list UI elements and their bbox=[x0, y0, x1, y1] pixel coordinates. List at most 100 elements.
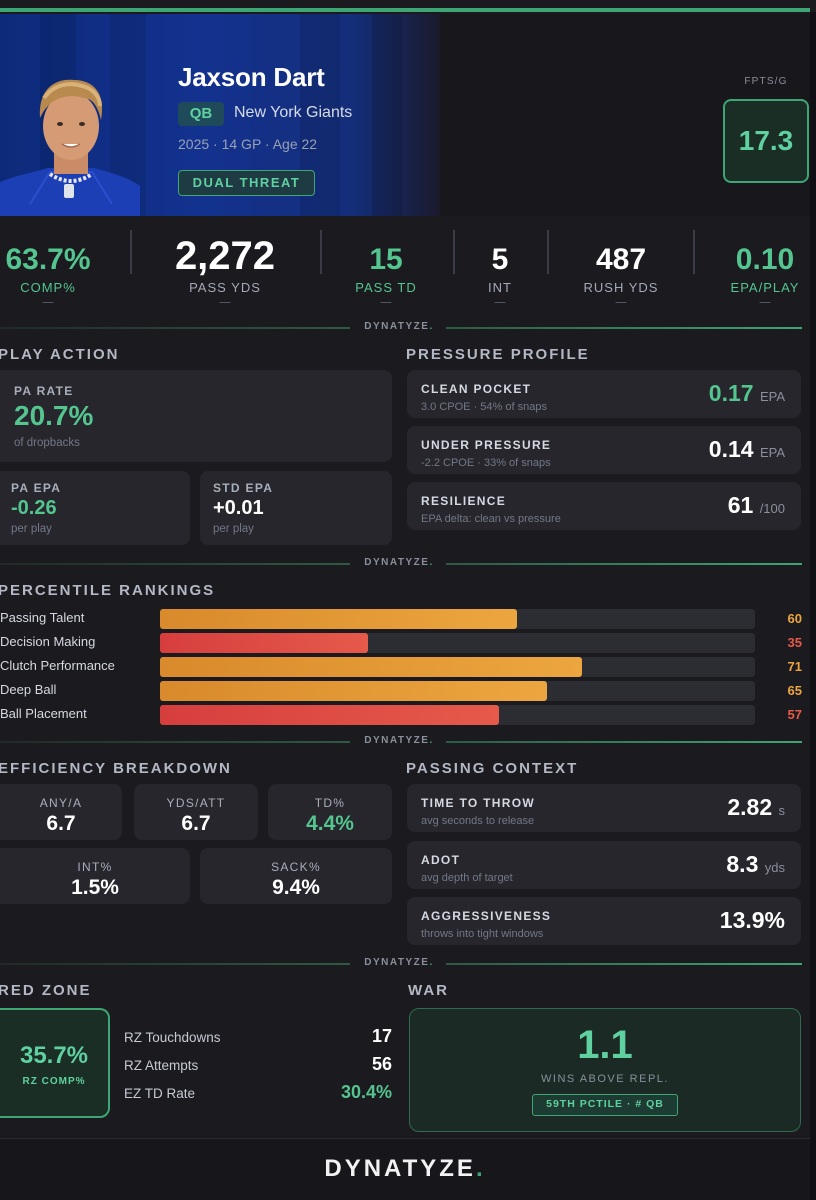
pressure-profile-title: PRESSURE PROFILE bbox=[406, 346, 590, 363]
pa-rate-value: 20.7% bbox=[14, 400, 94, 431]
stat-label: RUSH YDS bbox=[583, 280, 659, 295]
clean-pocket-label: CLEAN POCKET bbox=[421, 382, 532, 396]
resilience-label: RESILIENCE bbox=[421, 494, 507, 508]
eff-label: YDS/ATT bbox=[166, 796, 226, 810]
clean-pocket-sub: 3.0 CPOE · 54% of snaps bbox=[421, 401, 547, 413]
aggr-sub: throws into tight windows bbox=[421, 928, 544, 940]
eff-value: 6.7 bbox=[46, 812, 76, 835]
brand-divider: DYNATYZE. bbox=[0, 557, 802, 571]
percentile-row-ball-placement: Ball Placement 57 bbox=[0, 705, 810, 725]
percentile-track bbox=[160, 633, 755, 653]
stat-dash: — bbox=[759, 295, 771, 309]
percentile-row-clutch: Clutch Performance 71 bbox=[0, 657, 810, 677]
percentile-bar bbox=[160, 609, 517, 629]
stat-value: 0.10 bbox=[735, 243, 795, 276]
under-pressure-label: UNDER PRESSURE bbox=[421, 438, 552, 452]
brand-divider: DYNATYZE. bbox=[0, 321, 802, 335]
stat-dash: — bbox=[42, 295, 54, 309]
stat-label: EPA/PLAY bbox=[730, 280, 800, 295]
war-value: 1.1 bbox=[577, 1023, 633, 1067]
eff-value: 9.4% bbox=[272, 876, 320, 899]
percentile-track bbox=[160, 657, 755, 677]
rz-row-label: EZ TD Rate bbox=[124, 1086, 196, 1101]
percentile-name: Clutch Performance bbox=[0, 658, 115, 673]
rz-row-value: 56 bbox=[371, 1054, 392, 1074]
ttt-value: 2.82 s bbox=[727, 794, 785, 820]
brand-divider: DYNATYZE. bbox=[0, 735, 802, 749]
percentile-row-decision-making: Decision Making 35 bbox=[0, 633, 810, 653]
percentile-track bbox=[160, 705, 755, 725]
percentile-track bbox=[160, 681, 755, 701]
percentile-row-passing-talent: Passing Talent 60 bbox=[0, 609, 810, 629]
stat-rush-yds: 487 RUSH YDS — bbox=[565, 242, 677, 309]
percentile-bar bbox=[160, 657, 583, 677]
percentile-bar bbox=[160, 705, 500, 725]
percentile-value: 65 bbox=[787, 683, 802, 698]
std-epa-card: STD EPA +0.01 per play bbox=[200, 471, 392, 545]
pa-epa-value: -0.26 bbox=[11, 497, 57, 519]
eff-label: ANY/A bbox=[39, 796, 83, 810]
std-epa-value: +0.01 bbox=[213, 497, 264, 519]
adot-card: ADOT avg depth of target 8.3 yds bbox=[407, 841, 801, 889]
divider-brand: DYNATYZE. bbox=[364, 321, 434, 332]
percentile-value: 60 bbox=[787, 611, 802, 626]
resilience-card: RESILIENCE EPA delta: clean vs pressure … bbox=[407, 482, 801, 530]
eff-anya-card: ANY/A 6.7 bbox=[0, 784, 122, 840]
eff-sackpct-card: SACK% 9.4% bbox=[200, 848, 392, 904]
stat-value: 63.7% bbox=[5, 243, 91, 276]
play-action-title: PLAY ACTION bbox=[0, 346, 120, 363]
stat-dash: — bbox=[380, 295, 392, 309]
archetype-badge: DUAL THREAT bbox=[178, 170, 315, 196]
hero-header: Jaxson Dart QB New York Giants 2025 · 14… bbox=[0, 14, 810, 216]
stat-separator bbox=[320, 230, 322, 274]
under-pressure-card: UNDER PRESSURE -2.2 CPOE · 33% of snaps … bbox=[407, 426, 801, 474]
rz-comp-label: RZ COMP% bbox=[22, 1076, 86, 1087]
stat-int: 5 INT — bbox=[466, 242, 534, 309]
footer: DYNATYZE. bbox=[0, 1138, 810, 1200]
stat-value: 487 bbox=[595, 243, 647, 276]
stat-dash: — bbox=[494, 295, 506, 309]
eff-value: 4.4% bbox=[306, 812, 354, 835]
eff-tdpct-card: TD% 4.4% bbox=[268, 784, 392, 840]
percentile-value: 35 bbox=[787, 635, 802, 650]
war-percentile-pill: 59TH PCTILE · # QB bbox=[532, 1094, 678, 1116]
pa-epa-sub: per play bbox=[11, 523, 52, 535]
red-zone-title: RED ZONE bbox=[0, 982, 92, 999]
stat-separator bbox=[547, 230, 549, 274]
aggr-label: AGGRESSIVENESS bbox=[421, 909, 552, 923]
pa-epa-label: PA EPA bbox=[11, 481, 62, 495]
player-name: Jaxson Dart bbox=[178, 62, 325, 92]
rz-comp-box: 35.7% RZ COMP% bbox=[0, 1008, 110, 1118]
stat-separator bbox=[130, 230, 132, 274]
rz-row-value: 30.4% bbox=[340, 1082, 392, 1102]
right-frame bbox=[810, 12, 816, 1200]
fpts-label: FPTS/G bbox=[744, 76, 788, 87]
percentile-title: PERCENTILE RANKINGS bbox=[0, 582, 216, 599]
pa-rate-card: PA RATE 20.7% of dropbacks bbox=[0, 370, 392, 462]
pa-epa-card: PA EPA -0.26 per play bbox=[0, 471, 190, 545]
percentile-name: Decision Making bbox=[0, 634, 96, 649]
divider-brand: DYNATYZE. bbox=[364, 557, 434, 568]
war-label: WINS ABOVE REPL. bbox=[541, 1073, 669, 1085]
stat-separator bbox=[693, 230, 695, 274]
adot-sub: avg depth of target bbox=[421, 872, 513, 884]
eff-value: 1.5% bbox=[71, 876, 119, 899]
clean-pocket-value: 0.17 EPA bbox=[708, 380, 785, 406]
rz-row-label: RZ Attempts bbox=[124, 1058, 199, 1073]
std-epa-sub: per play bbox=[213, 523, 254, 535]
stat-separator bbox=[453, 230, 455, 274]
eff-intpct-card: INT% 1.5% bbox=[0, 848, 190, 904]
stat-epa-play: 0.10 EPA/PLAY — bbox=[718, 242, 812, 309]
efficiency-title: EFFICIENCY BREAKDOWN bbox=[0, 760, 232, 777]
top-stats-row: 63.7% COMP% — 2,272 PASS YDS — 15 PASS T… bbox=[0, 228, 810, 318]
percentile-value: 71 bbox=[787, 659, 802, 674]
stat-value: 15 bbox=[369, 243, 403, 276]
rz-attempts-row: RZ Attempts 56 bbox=[124, 1054, 392, 1076]
stat-label: PASS YDS bbox=[189, 280, 261, 295]
season-meta: 2025 · 14 GP · Age 22 bbox=[178, 136, 318, 152]
stat-label: INT bbox=[488, 280, 512, 295]
stat-dash: — bbox=[615, 295, 627, 309]
eff-label: SACK% bbox=[271, 860, 321, 874]
percentile-bar bbox=[160, 633, 369, 653]
